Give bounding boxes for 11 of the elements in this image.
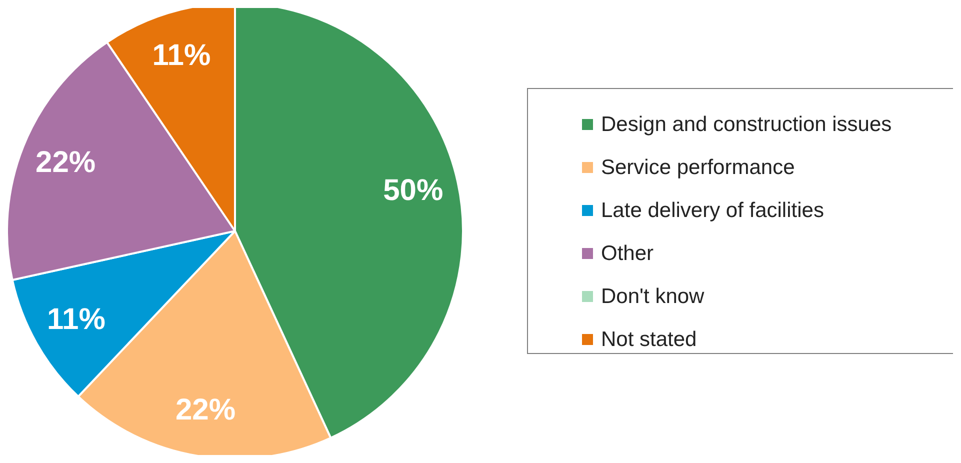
legend-label: Other: [601, 242, 654, 266]
legend-label: Not stated: [601, 328, 697, 352]
legend-label: Design and construction issues: [601, 112, 892, 136]
data-label: 50%: [383, 174, 444, 208]
data-label: 11%: [152, 38, 211, 72]
legend-label: Service performance: [601, 156, 795, 180]
legend-label: Don't know: [601, 284, 704, 308]
data-label: 11%: [47, 303, 106, 336]
data-label: 22%: [175, 393, 236, 426]
data-label: 22%: [36, 146, 96, 179]
legend-label: Late delivery of facilities: [601, 198, 824, 222]
